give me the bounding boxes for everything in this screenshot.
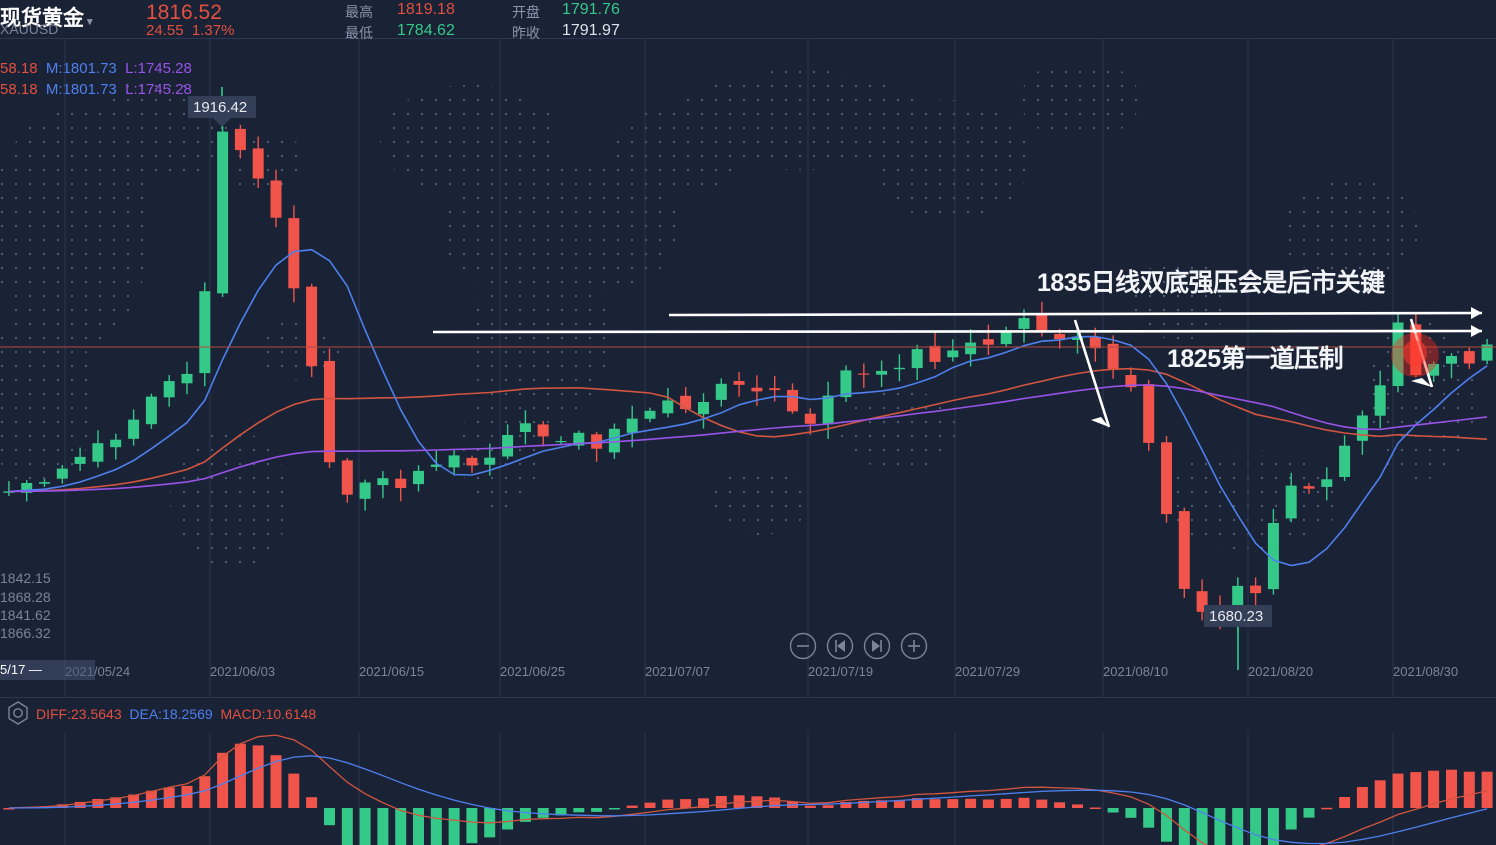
svg-text:2021/08/20: 2021/08/20 — [1248, 664, 1313, 679]
svg-text:2021/08/10: 2021/08/10 — [1103, 664, 1168, 679]
svg-text:2021/08/30: 2021/08/30 — [1393, 664, 1458, 679]
svg-text:2021/07/19: 2021/07/19 — [808, 664, 873, 679]
svg-text:2021/07/07: 2021/07/07 — [645, 664, 710, 679]
svg-text:2021/06/25: 2021/06/25 — [500, 664, 565, 679]
svg-text:2021/07/29: 2021/07/29 — [955, 664, 1020, 679]
svg-text:2021/06/15: 2021/06/15 — [359, 664, 424, 679]
svg-text:2021/06/03: 2021/06/03 — [210, 664, 275, 679]
